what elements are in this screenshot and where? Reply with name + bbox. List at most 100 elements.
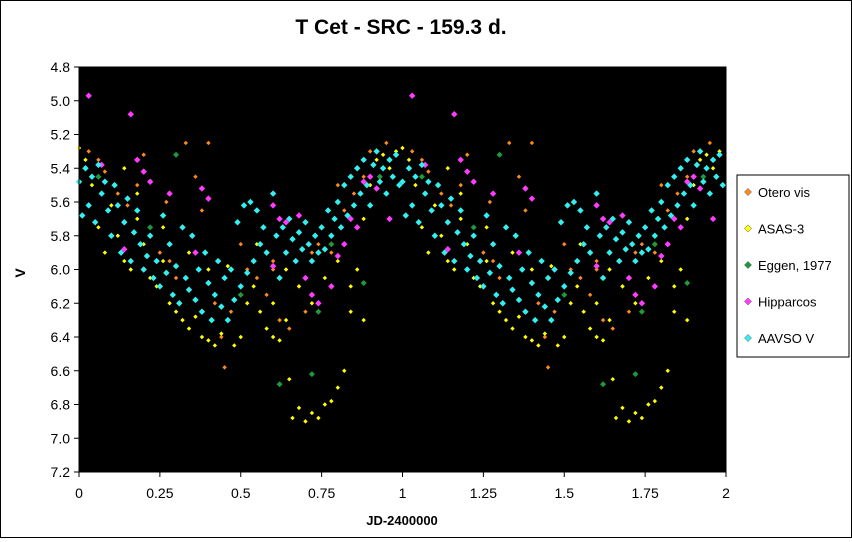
point-aavso-v-79 [334, 198, 341, 206]
point-aavso-v-52 [244, 269, 251, 277]
point-aavso-v-189 [693, 161, 701, 169]
point-asas-3-95 [587, 326, 593, 331]
point-asas-3-27 [251, 284, 256, 289]
point-aavso-v-91 [373, 148, 380, 155]
point-aavso-v-127 [489, 240, 497, 248]
point-otero-vis-41 [419, 157, 425, 163]
point-aavso-v-126 [486, 269, 494, 277]
point-otero-vis-33 [361, 174, 366, 179]
legend-box [736, 174, 850, 358]
point-otero-vis-52 [516, 174, 522, 179]
point-aavso-v-32 [179, 224, 186, 231]
point-asas-3-51 [361, 216, 366, 222]
point-asas-3-92 [568, 301, 573, 306]
point-otero-vis-30 [335, 182, 340, 188]
point-asas-3-36 [309, 410, 315, 416]
point-asas-3-22 [219, 331, 224, 336]
point-asas-3-58 [135, 191, 140, 196]
point-asas-3-71 [432, 203, 438, 208]
point-asas-3-1 [83, 157, 88, 163]
point-asas-3-61 [206, 267, 211, 272]
point-aavso-v-192 [703, 165, 710, 172]
point-otero-vis-22 [270, 267, 276, 272]
point-hipparcos-1 [127, 111, 134, 118]
point-aavso-v-139 [528, 279, 536, 287]
point-aavso-v-180 [664, 181, 671, 189]
point-aavso-v-185 [680, 190, 688, 197]
point-asas-3-48 [335, 258, 340, 264]
point-asas-3-43 [270, 301, 276, 306]
point-asas-3-16 [180, 317, 185, 323]
point-aavso-v-159 [596, 232, 604, 239]
point-otero-vis-43 [439, 191, 444, 196]
point-aavso-v-82 [344, 212, 351, 219]
point-aavso-v-45 [221, 274, 228, 282]
point-asas-3-18 [193, 314, 198, 319]
point-otero-vis-48 [481, 250, 486, 255]
point-asas-3-70 [426, 250, 431, 255]
point-aavso-v-164 [612, 235, 620, 243]
point-hipparcos-4 [134, 156, 141, 164]
legend-item-otero-vis: Otero vis [744, 185, 811, 200]
legend-item-hipparcos: Hipparcos [744, 295, 817, 310]
point-asas-3-122 [717, 149, 722, 154]
point-otero-vis-4 [125, 203, 130, 208]
point-hipparcos-43 [619, 212, 626, 219]
point-aavso-v-90 [370, 161, 377, 169]
point-hipparcos-21 [341, 240, 348, 248]
point-otero-vis-63 [600, 317, 606, 323]
point-eggen-1977-12 [496, 151, 503, 158]
point-asas-3-113 [646, 275, 651, 281]
point-asas-3-53 [374, 157, 379, 163]
legend-items: Otero vis ASAS-3 Eggen, 1977 Hipparcos AAVSO… [744, 185, 832, 346]
point-aavso-v-145 [548, 316, 555, 324]
point-asas-3-65 [361, 317, 366, 323]
x-tick-label: 1 [399, 485, 407, 501]
point-otero-vis-38 [164, 199, 169, 205]
point-aavso-v-182 [671, 173, 678, 180]
point-otero-vis-9 [167, 258, 172, 264]
point-asas-3-28 [257, 309, 263, 314]
point-hipparcos-33 [464, 168, 471, 175]
point-aavso-v-132 [506, 274, 513, 282]
point-aavso-v-6 [95, 161, 102, 169]
y-tick-label: 4.8 [51, 59, 71, 75]
point-asas-3-111 [620, 284, 625, 289]
point-asas-3-7 [122, 258, 127, 264]
point-eggen-1977-13 [561, 291, 568, 298]
point-asas-3-41 [342, 368, 347, 373]
point-aavso-v-121 [470, 232, 477, 239]
point-asas-3-97 [600, 338, 606, 343]
point-asas-3-91 [562, 334, 567, 340]
point-asas-3-109 [594, 301, 599, 306]
point-hipparcos-9 [198, 185, 206, 192]
point-otero-vis-1 [96, 157, 101, 163]
y-axis-label: V [12, 268, 28, 278]
point-otero-vis-21 [264, 292, 269, 298]
point-aavso-v-1 [79, 212, 86, 219]
point-aavso-v-80 [337, 224, 345, 231]
point-aavso-v-8 [101, 178, 109, 185]
point-hipparcos-49 [664, 240, 671, 248]
point-aavso-v-19 [137, 240, 144, 248]
point-aavso-v-99 [399, 178, 406, 185]
point-aavso-v-85 [354, 165, 361, 172]
point-aavso-v-140 [531, 316, 539, 324]
legend-label-aavso-v: AAVSO V [758, 331, 814, 346]
point-aavso-v-83 [347, 173, 354, 180]
point-hipparcos-8 [192, 249, 199, 256]
x-tick-label: 1.75 [632, 485, 659, 501]
points-layer [75, 92, 726, 424]
point-asas-3-112 [633, 301, 638, 306]
point-asas-3-9 [135, 216, 140, 222]
point-otero-vis-69 [652, 250, 658, 255]
point-asas-3-115 [672, 284, 677, 289]
point-eggen-1977-14 [600, 381, 607, 388]
point-aavso-v-178 [658, 198, 665, 206]
point-hipparcos-55 [709, 215, 717, 223]
point-asas-3-127 [529, 267, 535, 272]
point-otero-vis-79 [594, 258, 599, 264]
point-asas-3-82 [503, 317, 509, 323]
point-asas-3-116 [678, 267, 683, 272]
point-hipparcos-31 [444, 246, 451, 253]
